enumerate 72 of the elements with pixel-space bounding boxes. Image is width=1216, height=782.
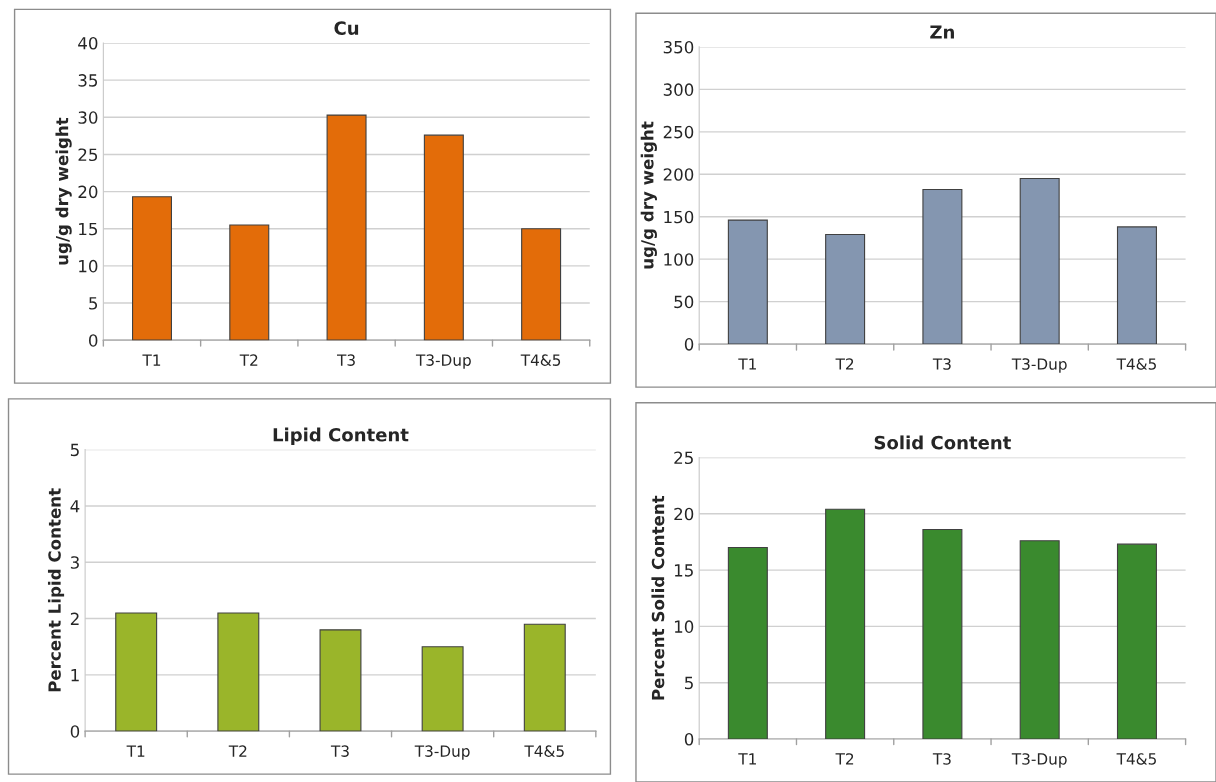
chart-title: Cu <box>334 21 359 35</box>
x-tick-label: T1 <box>142 354 161 366</box>
bar <box>319 629 362 732</box>
y-axis-title: Percent Solid Content <box>651 495 665 700</box>
y-tick-label: 50 <box>674 295 694 309</box>
bar <box>727 219 768 345</box>
y-axis-title: Percent Lipid Content <box>47 488 65 692</box>
y-tick-label: 200 <box>663 168 694 181</box>
y-tick-label: 1 <box>71 669 79 682</box>
y-tick-label: 4 <box>70 500 80 513</box>
bar <box>326 114 367 341</box>
chart-title: Solid Content <box>874 435 1011 450</box>
y-tick-label: 0 <box>684 732 694 746</box>
x-tick-label: T1 <box>126 745 145 757</box>
bar <box>1116 226 1157 345</box>
y-tick-label: 5 <box>685 676 693 690</box>
y-axis-title: ug/g dry weight <box>640 121 657 269</box>
bar <box>922 189 963 345</box>
y-tick-label: 150 <box>664 210 694 224</box>
bar <box>131 196 173 341</box>
y-tick-label: 15 <box>674 564 693 577</box>
chart-title: Lipid Content <box>273 427 409 446</box>
x-tick-label: T3-Dup <box>415 354 471 369</box>
y-tick-label: 20 <box>78 185 98 199</box>
y-tick-label: 300 <box>663 83 694 96</box>
x-tick-label: T4&5 <box>1116 753 1156 765</box>
y-tick-label: 0 <box>70 725 80 738</box>
y-tick-label: 35 <box>78 74 98 87</box>
y-tick-label: 20 <box>674 507 694 521</box>
bar <box>423 134 464 341</box>
y-tick-label: 250 <box>663 125 694 139</box>
x-tick-label: T3-Dup <box>414 745 470 760</box>
y-tick-label: 25 <box>78 148 98 162</box>
y-tick-label: 10 <box>79 259 98 273</box>
y-tick-label: 40 <box>78 36 98 50</box>
y-tick-label: 3 <box>70 556 79 569</box>
y-tick-label: 15 <box>79 222 98 236</box>
bar <box>115 612 158 732</box>
y-tick-label: 5 <box>89 297 98 310</box>
y-tick-label: 10 <box>674 620 694 633</box>
bar <box>217 612 260 732</box>
y-axis-title: ug/g dry weight <box>55 117 72 265</box>
x-tick-label: T4&5 <box>520 354 561 366</box>
bar <box>229 224 270 341</box>
x-tick-label: T3-Dup <box>1011 358 1067 373</box>
y-tick-label: 100 <box>664 253 694 266</box>
y-tick-label: 2 <box>70 612 79 625</box>
x-tick-label: T4&5 <box>1116 358 1156 370</box>
y-tick-label: 0 <box>684 338 694 351</box>
x-tick-label: T3 <box>330 745 349 757</box>
x-tick-label: T2 <box>228 745 247 757</box>
x-tick-label: T3 <box>932 358 951 370</box>
x-tick-label: T2 <box>239 354 258 366</box>
bar <box>1019 177 1060 345</box>
x-tick-label: T1 <box>738 753 756 765</box>
x-tick-label: T2 <box>835 358 854 370</box>
x-tick-label: T3 <box>336 354 355 366</box>
y-tick-label: 25 <box>674 451 693 465</box>
x-tick-label: T1 <box>738 358 756 370</box>
bar <box>825 234 866 345</box>
y-tick-label: 5 <box>70 443 79 457</box>
y-tick-label: 350 <box>663 40 694 54</box>
y-tick-label: 30 <box>78 111 98 124</box>
bar <box>523 623 566 732</box>
bar <box>521 228 562 341</box>
chart-title: Zn <box>930 25 954 39</box>
bar <box>421 646 464 732</box>
x-tick-label: T2 <box>835 753 854 765</box>
x-tick-label: T3-Dup <box>1011 753 1067 768</box>
x-tick-label: T4&5 <box>524 745 564 757</box>
x-tick-label: T3 <box>932 753 951 765</box>
y-tick-label: 0 <box>88 334 98 347</box>
